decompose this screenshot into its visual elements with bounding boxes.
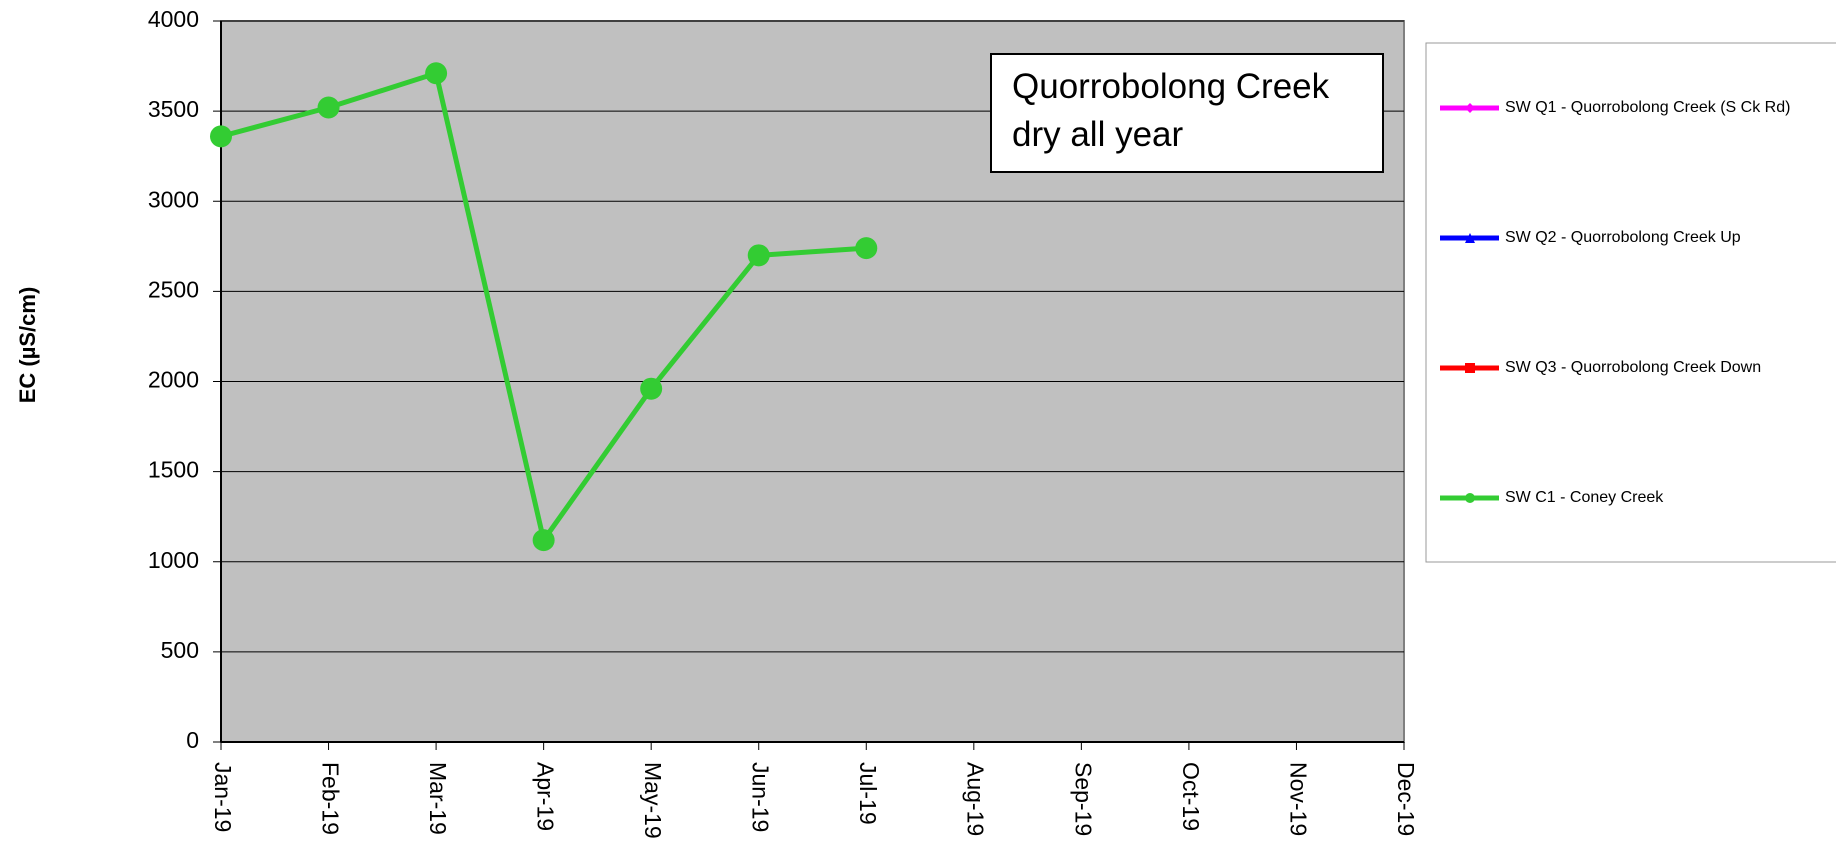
x-tick-label: Jun-19 <box>748 762 774 832</box>
x-tick-label: Dec-19 <box>1393 762 1419 836</box>
legend-box <box>1425 42 1836 563</box>
data-point <box>532 529 555 552</box>
y-tick-label: 0 <box>186 727 199 753</box>
y-tick-label: 1000 <box>148 547 199 573</box>
x-tick-label: Feb-19 <box>317 762 343 835</box>
data-point <box>855 237 878 260</box>
x-tick-label: Aug-19 <box>963 762 989 836</box>
legend-label: SW C1 - Coney Creek <box>1505 489 1664 506</box>
x-tick-label: Jul-19 <box>855 762 881 825</box>
legend-marker <box>1465 493 1475 503</box>
legend-marker <box>1465 363 1475 373</box>
x-tick-label: May-19 <box>640 762 666 839</box>
data-point <box>747 244 770 267</box>
y-tick-label: 2500 <box>148 276 199 302</box>
x-tick-label: Jan-19 <box>210 762 236 832</box>
x-tick-label: Nov-19 <box>1285 762 1311 836</box>
x-tick-label: Oct-19 <box>1178 762 1204 831</box>
y-tick-label: 1500 <box>148 457 199 483</box>
data-point <box>425 62 448 85</box>
y-axis-label: EC (µS/cm) <box>15 287 40 404</box>
legend-label: SW Q2 - Quorrobolong Creek Up <box>1505 229 1741 246</box>
y-tick-label: 3500 <box>148 96 199 122</box>
legend-marker <box>1465 103 1475 113</box>
y-tick-label: 500 <box>161 637 199 663</box>
data-point <box>640 377 663 400</box>
data-point <box>317 96 340 119</box>
x-tick-label: Apr-19 <box>533 762 559 831</box>
annotation: Quorrobolong Creek dry all year <box>990 53 1384 173</box>
y-tick-label: 4000 <box>148 6 199 32</box>
x-tick-label: Mar-19 <box>425 762 451 835</box>
legend-label: SW Q1 - Quorrobolong Creek (S Ck Rd) <box>1505 99 1790 116</box>
legend-label: SW Q3 - Quorrobolong Creek Down <box>1505 359 1761 376</box>
y-tick-label: 2000 <box>148 367 199 393</box>
data-point <box>210 125 232 148</box>
y-tick-label: 3000 <box>148 186 199 212</box>
x-tick-label: Sep-19 <box>1070 762 1096 836</box>
legend-marker <box>1465 233 1475 243</box>
